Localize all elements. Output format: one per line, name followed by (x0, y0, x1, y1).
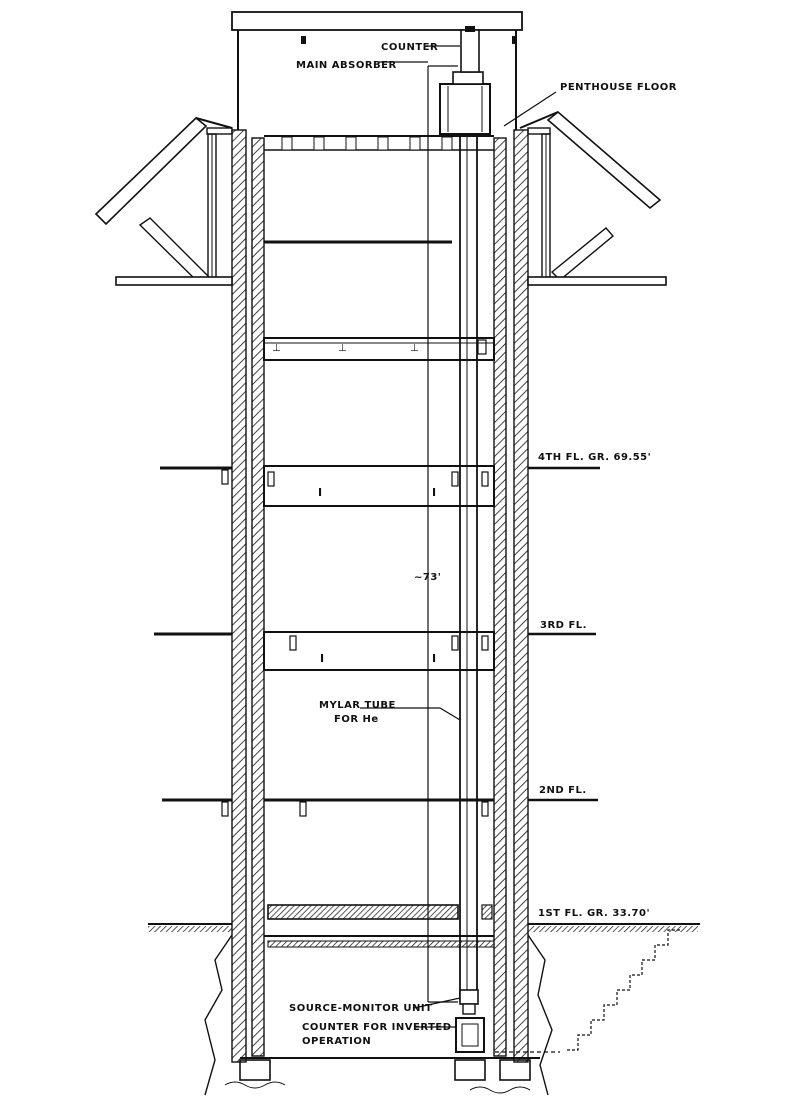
counter-inverted-label-line1: COUNTER FOR INVERTED (302, 1022, 452, 1033)
height-label: ~73' (414, 572, 441, 583)
penthouse (231, 11, 523, 130)
source-monitor-label: SOURCE-MONITOR UNIT (289, 1003, 432, 1014)
counter-label: COUNTER (381, 42, 438, 53)
svg-text:I: I (320, 652, 324, 665)
inverted-counter (455, 1017, 485, 1053)
second-floor-label: 2ND FL. (539, 785, 587, 796)
svg-text:I: I (432, 652, 436, 665)
svg-text:⊥: ⊥ (272, 343, 281, 354)
tower-walls (231, 129, 529, 1063)
right-roof-wing (519, 110, 667, 286)
fourth-floor-slab: I I (160, 465, 600, 507)
mylar-tube-label-line2: FOR He (334, 714, 379, 725)
first-floor-slab (264, 904, 495, 948)
first-floor-label: 1ST FL. GR. 33.70' (538, 908, 650, 919)
left-roof-wing (94, 116, 233, 286)
ground (148, 923, 700, 1096)
leader-lines (360, 45, 557, 1028)
second-floor-slab (162, 798, 598, 817)
penthouse-floor-structure (264, 135, 494, 151)
svg-text:I: I (318, 486, 322, 499)
svg-text:I: I (432, 486, 436, 499)
third-floor-slab: I I (154, 631, 596, 671)
third-floor-label: 3RD FL. (540, 620, 587, 631)
main-absorber (439, 71, 491, 135)
counter-inverted-label-line2: OPERATION (302, 1036, 371, 1047)
source-monitor-unit (459, 989, 479, 1015)
counter-device (460, 26, 480, 73)
svg-text:⊥: ⊥ (410, 343, 419, 354)
height-dimension (427, 65, 458, 1003)
fourth-floor-label: 4TH FL. GR. 69.55' (538, 452, 651, 463)
level-beam-upper: ⊥ ⊥ ⊥ (263, 337, 495, 361)
mylar-tube-label-line1: MYLAR TUBE (319, 700, 396, 711)
penthouse-floor-label: PENTHOUSE FLOOR (560, 82, 677, 93)
mylar-tube (459, 84, 478, 1000)
main-absorber-label: MAIN ABSORBER (296, 60, 397, 71)
svg-text:⊥: ⊥ (338, 343, 347, 354)
